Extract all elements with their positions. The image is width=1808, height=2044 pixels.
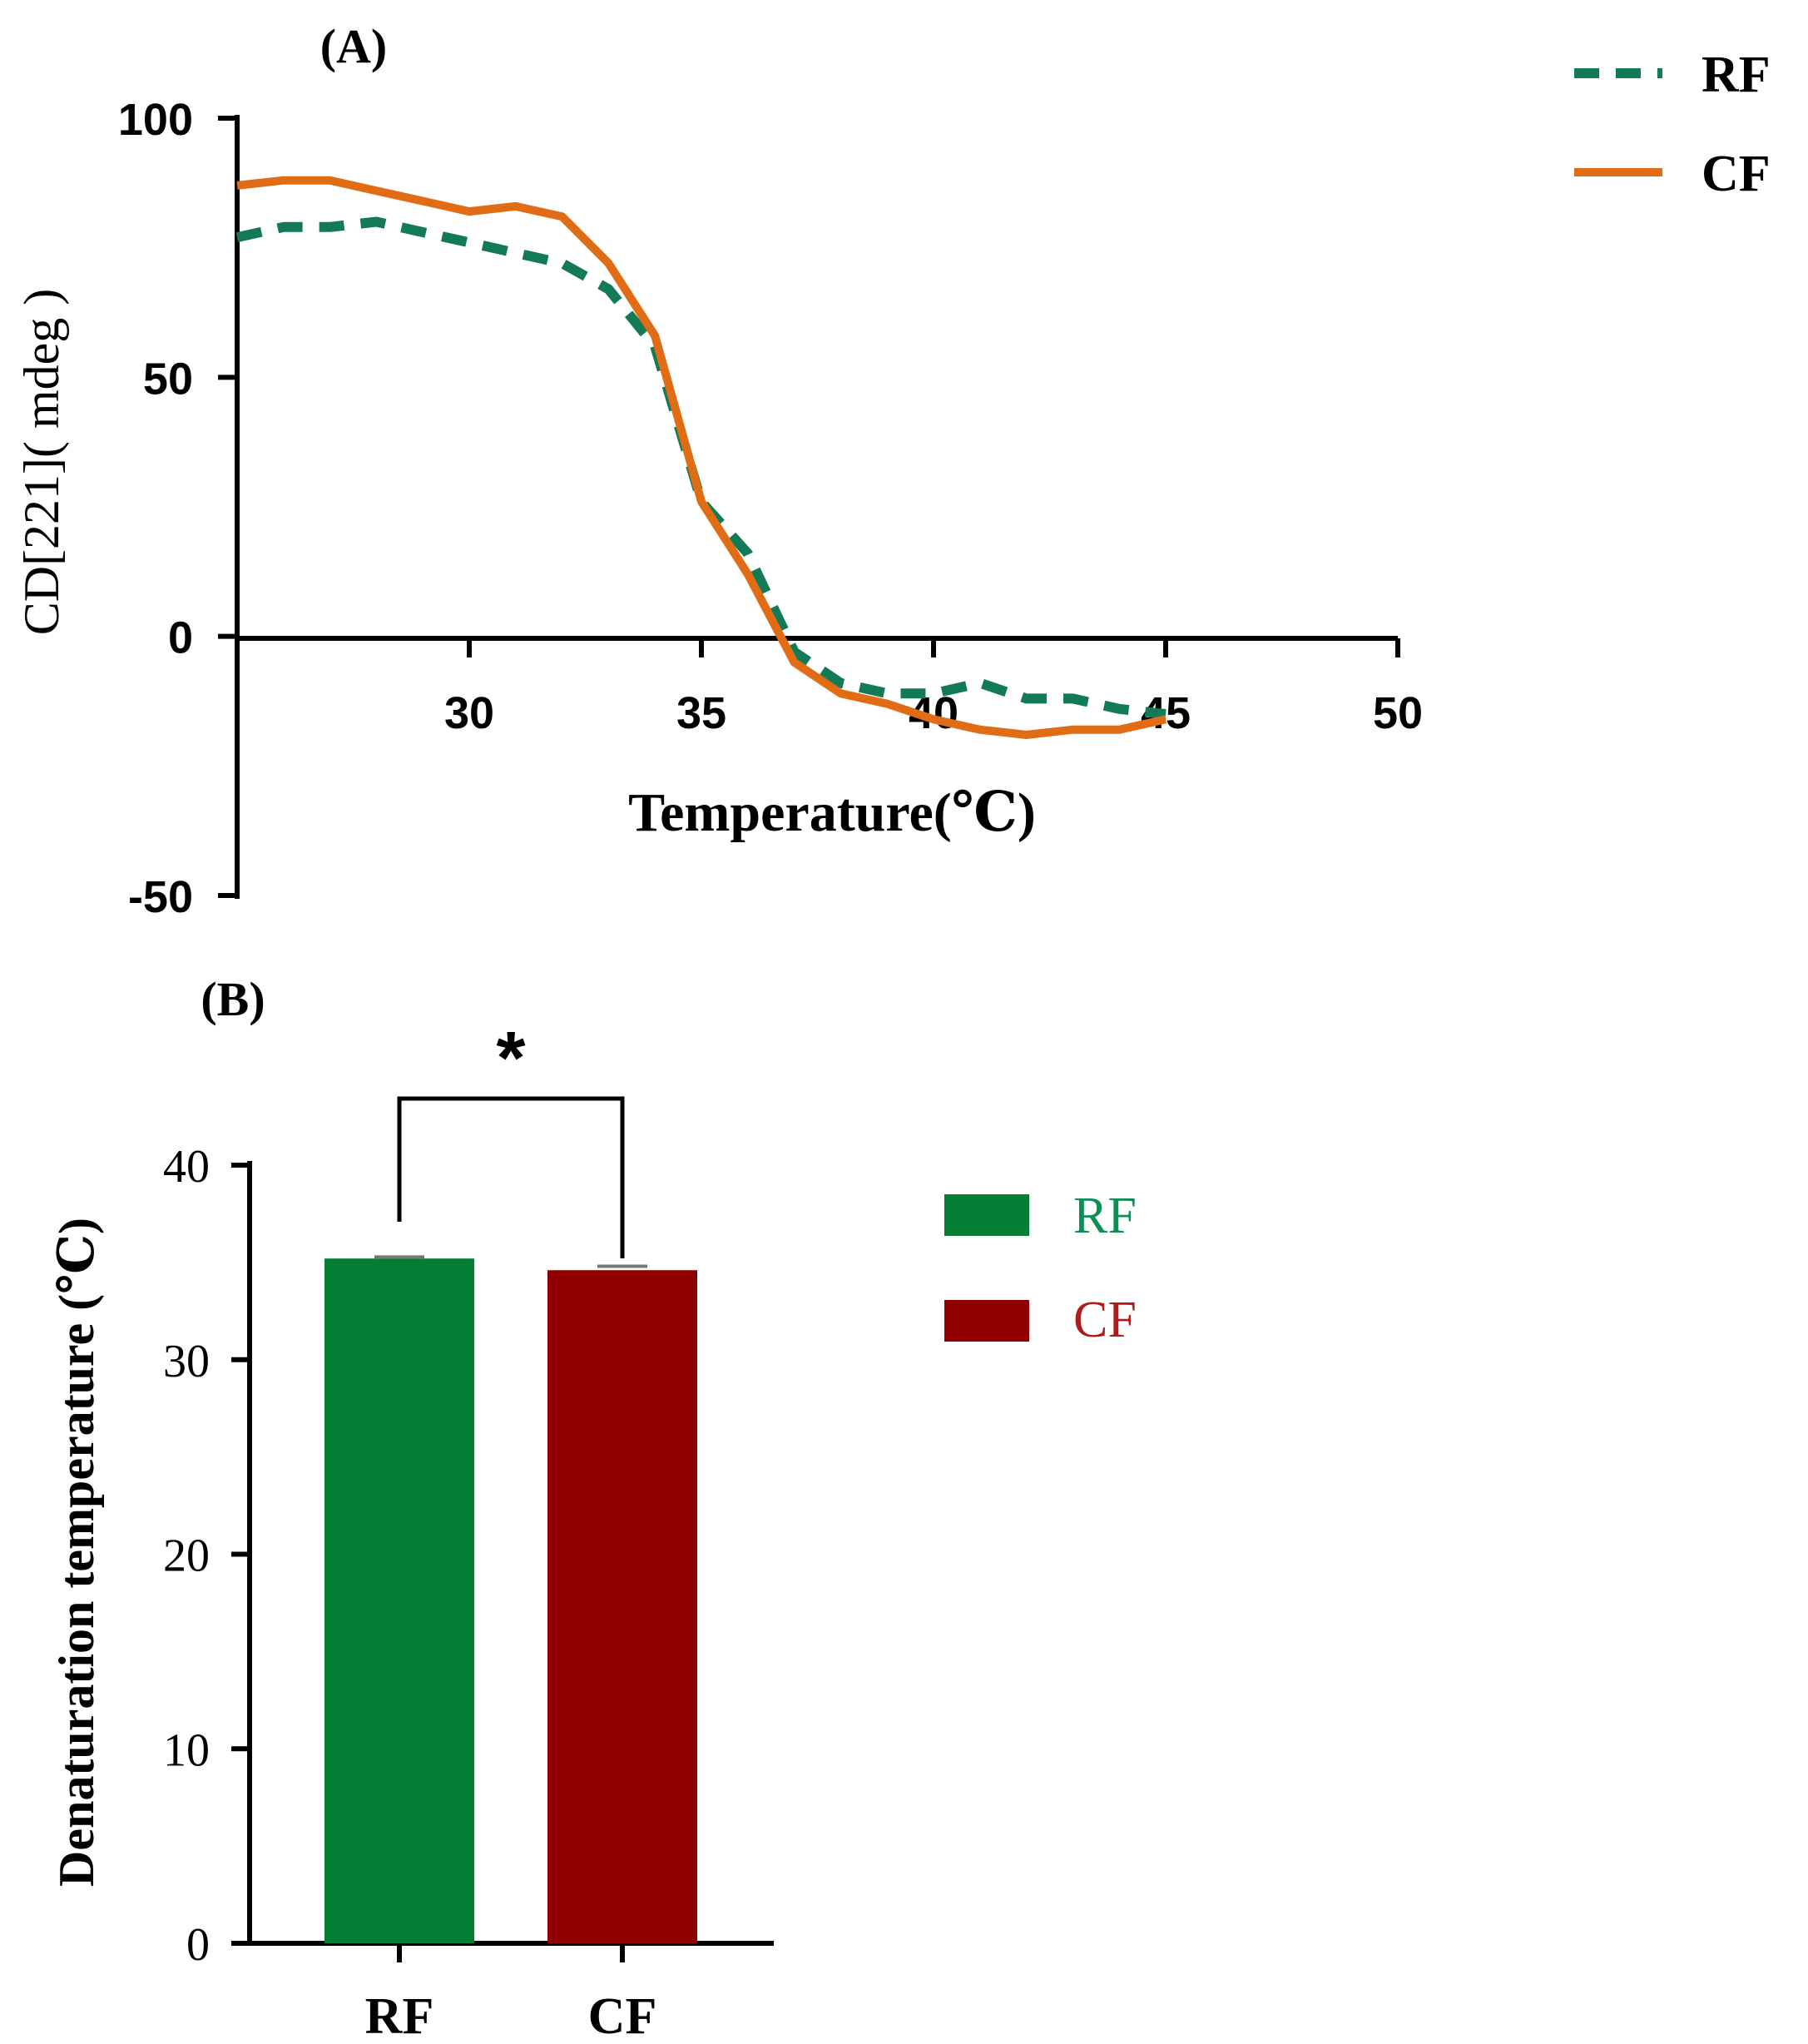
panel-b-category-labels: RF CF xyxy=(365,1943,657,2044)
panel-a-x-ticks: 30 35 40 45 50 xyxy=(444,638,1423,738)
panel-a-y-ticks: -50 0 50 100 xyxy=(118,95,237,922)
y-tick-label: 40 xyxy=(163,1141,210,1193)
series-line-cf xyxy=(236,176,1167,739)
significance-star: * xyxy=(496,1017,525,1100)
panel-b-y-ticks: 0 10 20 30 40 xyxy=(163,1141,250,1971)
y-tick-label: -50 xyxy=(128,872,193,922)
panel-b-bars xyxy=(324,1255,697,1943)
bar-rf xyxy=(324,1258,474,1943)
x-tick-label: 30 xyxy=(444,688,494,738)
panel-a-legend: RF CF xyxy=(1574,47,1771,202)
panel-b-bar-chart: (B) 0 10 20 30 40 RF CF Denaturation temperat… xyxy=(49,972,1137,2044)
category-label-rf: RF xyxy=(365,1988,434,2044)
x-tick-label: 50 xyxy=(1373,688,1423,738)
panel-b-label: (B) xyxy=(201,972,265,1026)
legend-cf-label: CF xyxy=(1702,146,1771,202)
x-tick-label: 35 xyxy=(676,688,726,738)
panel-a-y-axis-title: CD[221]( mdeg ) xyxy=(14,289,69,636)
panel-a-series-lines xyxy=(235,176,1167,739)
y-tick-label: 20 xyxy=(163,1531,210,1582)
significance-bracket-line xyxy=(397,1096,625,1258)
y-tick-label: 30 xyxy=(163,1336,210,1387)
y-tick-label: 50 xyxy=(143,354,193,404)
legend-rf-label: RF xyxy=(1702,47,1771,103)
y-tick-label: 100 xyxy=(118,95,193,145)
legend-rf-text: RF xyxy=(1073,1188,1137,1244)
legend-cf-swatch xyxy=(944,1300,1029,1342)
panel-b-legend: RF CF xyxy=(944,1188,1137,1348)
category-label-cf: CF xyxy=(588,1988,657,2044)
legend-rf-swatch xyxy=(944,1194,1029,1236)
panel-a-label: (A) xyxy=(320,19,388,73)
y-tick-label: 10 xyxy=(163,1724,210,1776)
y-tick-label: 0 xyxy=(168,613,193,663)
panel-a-x-axis-title: Temperature(℃) xyxy=(628,782,1036,843)
y-tick-label: 0 xyxy=(186,1919,210,1971)
bar-cf xyxy=(547,1270,697,1943)
legend-cf-text: CF xyxy=(1073,1292,1137,1348)
significance-bracket: * xyxy=(397,1017,625,1258)
panel-b-y-axis-title: Denaturation temperature (℃) xyxy=(49,1218,104,1887)
